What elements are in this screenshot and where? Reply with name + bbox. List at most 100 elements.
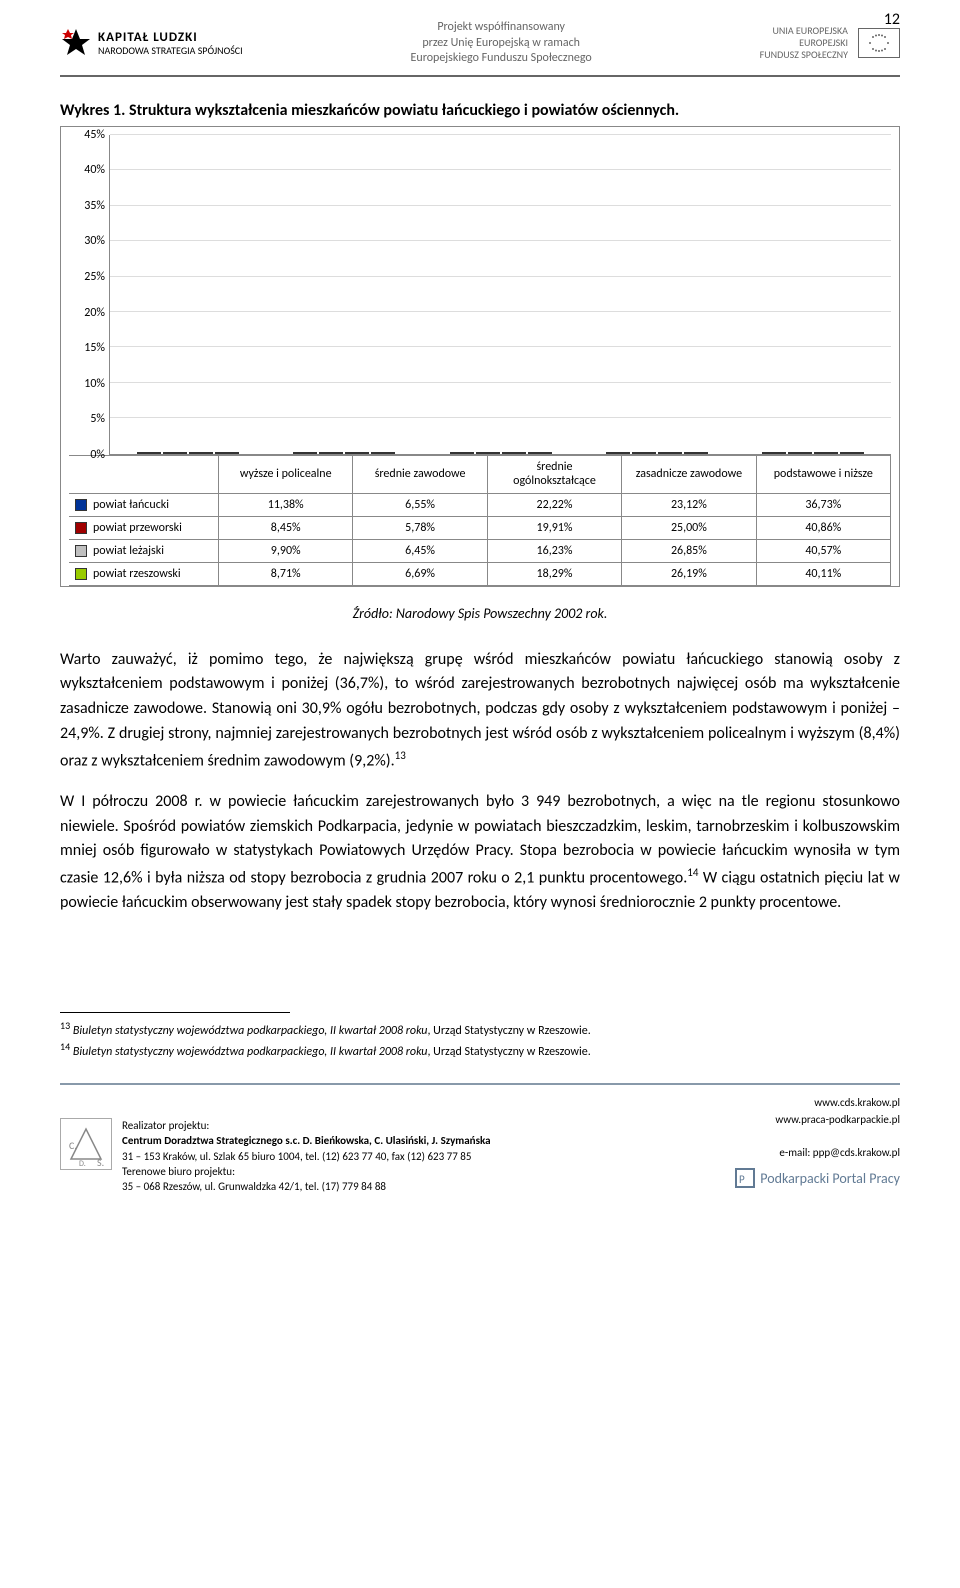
bar [658, 452, 682, 454]
bar [502, 452, 526, 454]
y-tick: 25% [84, 270, 105, 284]
bar-group [735, 452, 891, 454]
bar [293, 452, 317, 454]
bar [762, 452, 786, 454]
footer-www1: www.cds.krakow.pl [814, 1096, 900, 1109]
footer-www2: www.praca-podkarpackie.pl [775, 1113, 900, 1126]
table-cell: 26,19% [622, 563, 756, 586]
footnote-ref-13: 13 [395, 749, 406, 762]
table-cell: 6,55% [353, 494, 487, 517]
column-header: średnie zawodowe [353, 456, 487, 494]
y-tick: 30% [84, 234, 105, 248]
bar [788, 452, 812, 454]
bar [840, 452, 864, 454]
legend-label: powiat leżajski [93, 544, 164, 558]
header-center-text: Projekt współfinansowany przez Unię Euro… [411, 20, 592, 67]
y-tick: 20% [84, 306, 105, 320]
chart-data-table: wyższe i policealneśrednie zawodoweśredn… [69, 455, 891, 586]
y-tick: 5% [90, 412, 105, 426]
footer-email: e-mail: ppp@cds.krakow.pl [779, 1146, 900, 1159]
footnote-ref-14: 14 [687, 866, 698, 879]
chart-title: Wykres 1. Struktura wykształcenia mieszk… [60, 101, 900, 120]
table-cell: 23,12% [622, 494, 756, 517]
eu-label: UNIA EUROPEJSKA EUROPEJSKI FUNDUSZ SPOŁE… [760, 25, 848, 61]
footer-realizer-label: Realizator projektu: [122, 1119, 209, 1132]
bar [632, 452, 656, 454]
table-cell: 40,57% [757, 540, 891, 563]
table-cell: 36,73% [757, 494, 891, 517]
legend-row: powiat łańcucki [69, 494, 219, 517]
kl-star-icon [60, 27, 92, 59]
svg-text:S.: S. [97, 1156, 104, 1169]
legend-swatch [75, 499, 87, 511]
bar [684, 452, 708, 454]
table-cell: 18,29% [488, 563, 622, 586]
y-axis: 45%40%35%30%25%20%15%10%5%0% [69, 135, 110, 455]
ppp-logo: P Podkarpacki Portal Pracy [734, 1167, 900, 1189]
bar [476, 452, 500, 454]
bar-group [110, 452, 266, 454]
bar [319, 452, 343, 454]
paragraph-2: W I półroczu 2008 r. w powiecie łańcucki… [60, 790, 900, 916]
footer-tbp-label: Terenowe biuro projektu: [122, 1165, 235, 1178]
eu-flag-icon [858, 28, 900, 58]
footnote-13: 13 Biuletyn statystyczny województwa pod… [60, 1019, 900, 1038]
legend-swatch [75, 568, 87, 580]
table-cell: 11,38% [219, 494, 353, 517]
bar [606, 452, 630, 454]
footnotes [60, 1012, 290, 1019]
column-header: zasadnicze zawodowe [622, 456, 756, 494]
bar [137, 452, 161, 454]
bar [528, 452, 552, 454]
page-header: KAPITAŁ LUDZKI NARODOWA STRATEGIA SPÓJNO… [60, 20, 900, 77]
y-tick: 10% [84, 377, 105, 391]
table-cell: 5,78% [353, 517, 487, 540]
legend-label: powiat łańcucki [93, 498, 169, 512]
table-cell: 25,00% [622, 517, 756, 540]
chart-container: 45%40%35%30%25%20%15%10%5%0% wyższe i po… [60, 126, 900, 587]
svg-text:C.: C. [69, 1139, 77, 1152]
bar [189, 452, 213, 454]
bar [450, 452, 474, 454]
page-number: 12 [884, 10, 900, 29]
column-header: podstawowe i niższe [757, 456, 891, 494]
legend-swatch [75, 545, 87, 557]
legend-row: powiat leżajski [69, 540, 219, 563]
y-tick: 35% [84, 199, 105, 213]
table-cell: 22,22% [488, 494, 622, 517]
y-tick: 0% [90, 448, 105, 462]
paragraph-1: Warto zauważyć, iż pomimo tego, że najwi… [60, 648, 900, 774]
table-cell: 19,91% [488, 517, 622, 540]
legend-row: powiat przeworski [69, 517, 219, 540]
chart-source: Źródło: Narodowy Spis Powszechny 2002 ro… [60, 605, 900, 622]
svg-text:P: P [739, 1173, 745, 1186]
footer-realizer-addr: 31 – 153 Kraków, ul. Szlak 65 biuro 1004… [122, 1150, 471, 1163]
table-cell: 16,23% [488, 540, 622, 563]
kl-title: KAPITAŁ LUDZKI [98, 30, 198, 45]
page-footer: C.D. S. Realizator projektu: Centrum Dora… [60, 1083, 900, 1195]
footer-realizer-name: Centrum Doradztwa Strategicznego s.c. D.… [122, 1134, 491, 1147]
column-header: średnie ogólnokształcące [488, 456, 622, 494]
table-cell: 40,86% [757, 517, 891, 540]
kapital-ludzki-logo: KAPITAŁ LUDZKI NARODOWA STRATEGIA SPÓJNO… [60, 27, 243, 59]
cds-logo-icon: C.D. S. [60, 1118, 112, 1170]
table-cell: 40,11% [757, 563, 891, 586]
kl-subtitle: NARODOWA STRATEGIA SPÓJNOŚCI [98, 44, 243, 57]
ppp-icon: P [734, 1167, 756, 1189]
bar [371, 452, 395, 454]
svg-text:D.: D. [79, 1159, 86, 1169]
y-tick: 40% [84, 163, 105, 177]
bar [345, 452, 369, 454]
legend-label: powiat rzeszowski [93, 567, 181, 581]
table-cell: 26,85% [622, 540, 756, 563]
y-tick: 45% [84, 128, 105, 142]
legend-row: powiat rzeszowski [69, 563, 219, 586]
footnote-14: 14 Biuletyn statystyczny województwa pod… [60, 1040, 900, 1059]
table-cell: 9,90% [219, 540, 353, 563]
chart-plot [110, 135, 891, 455]
bar-group [422, 452, 578, 454]
column-header: wyższe i policealne [219, 456, 353, 494]
footer-tbp-addr: 35 – 068 Rzeszów, ul. Grunwaldzka 42/1, … [122, 1180, 386, 1193]
bar-group [579, 452, 735, 454]
bar [215, 452, 239, 454]
